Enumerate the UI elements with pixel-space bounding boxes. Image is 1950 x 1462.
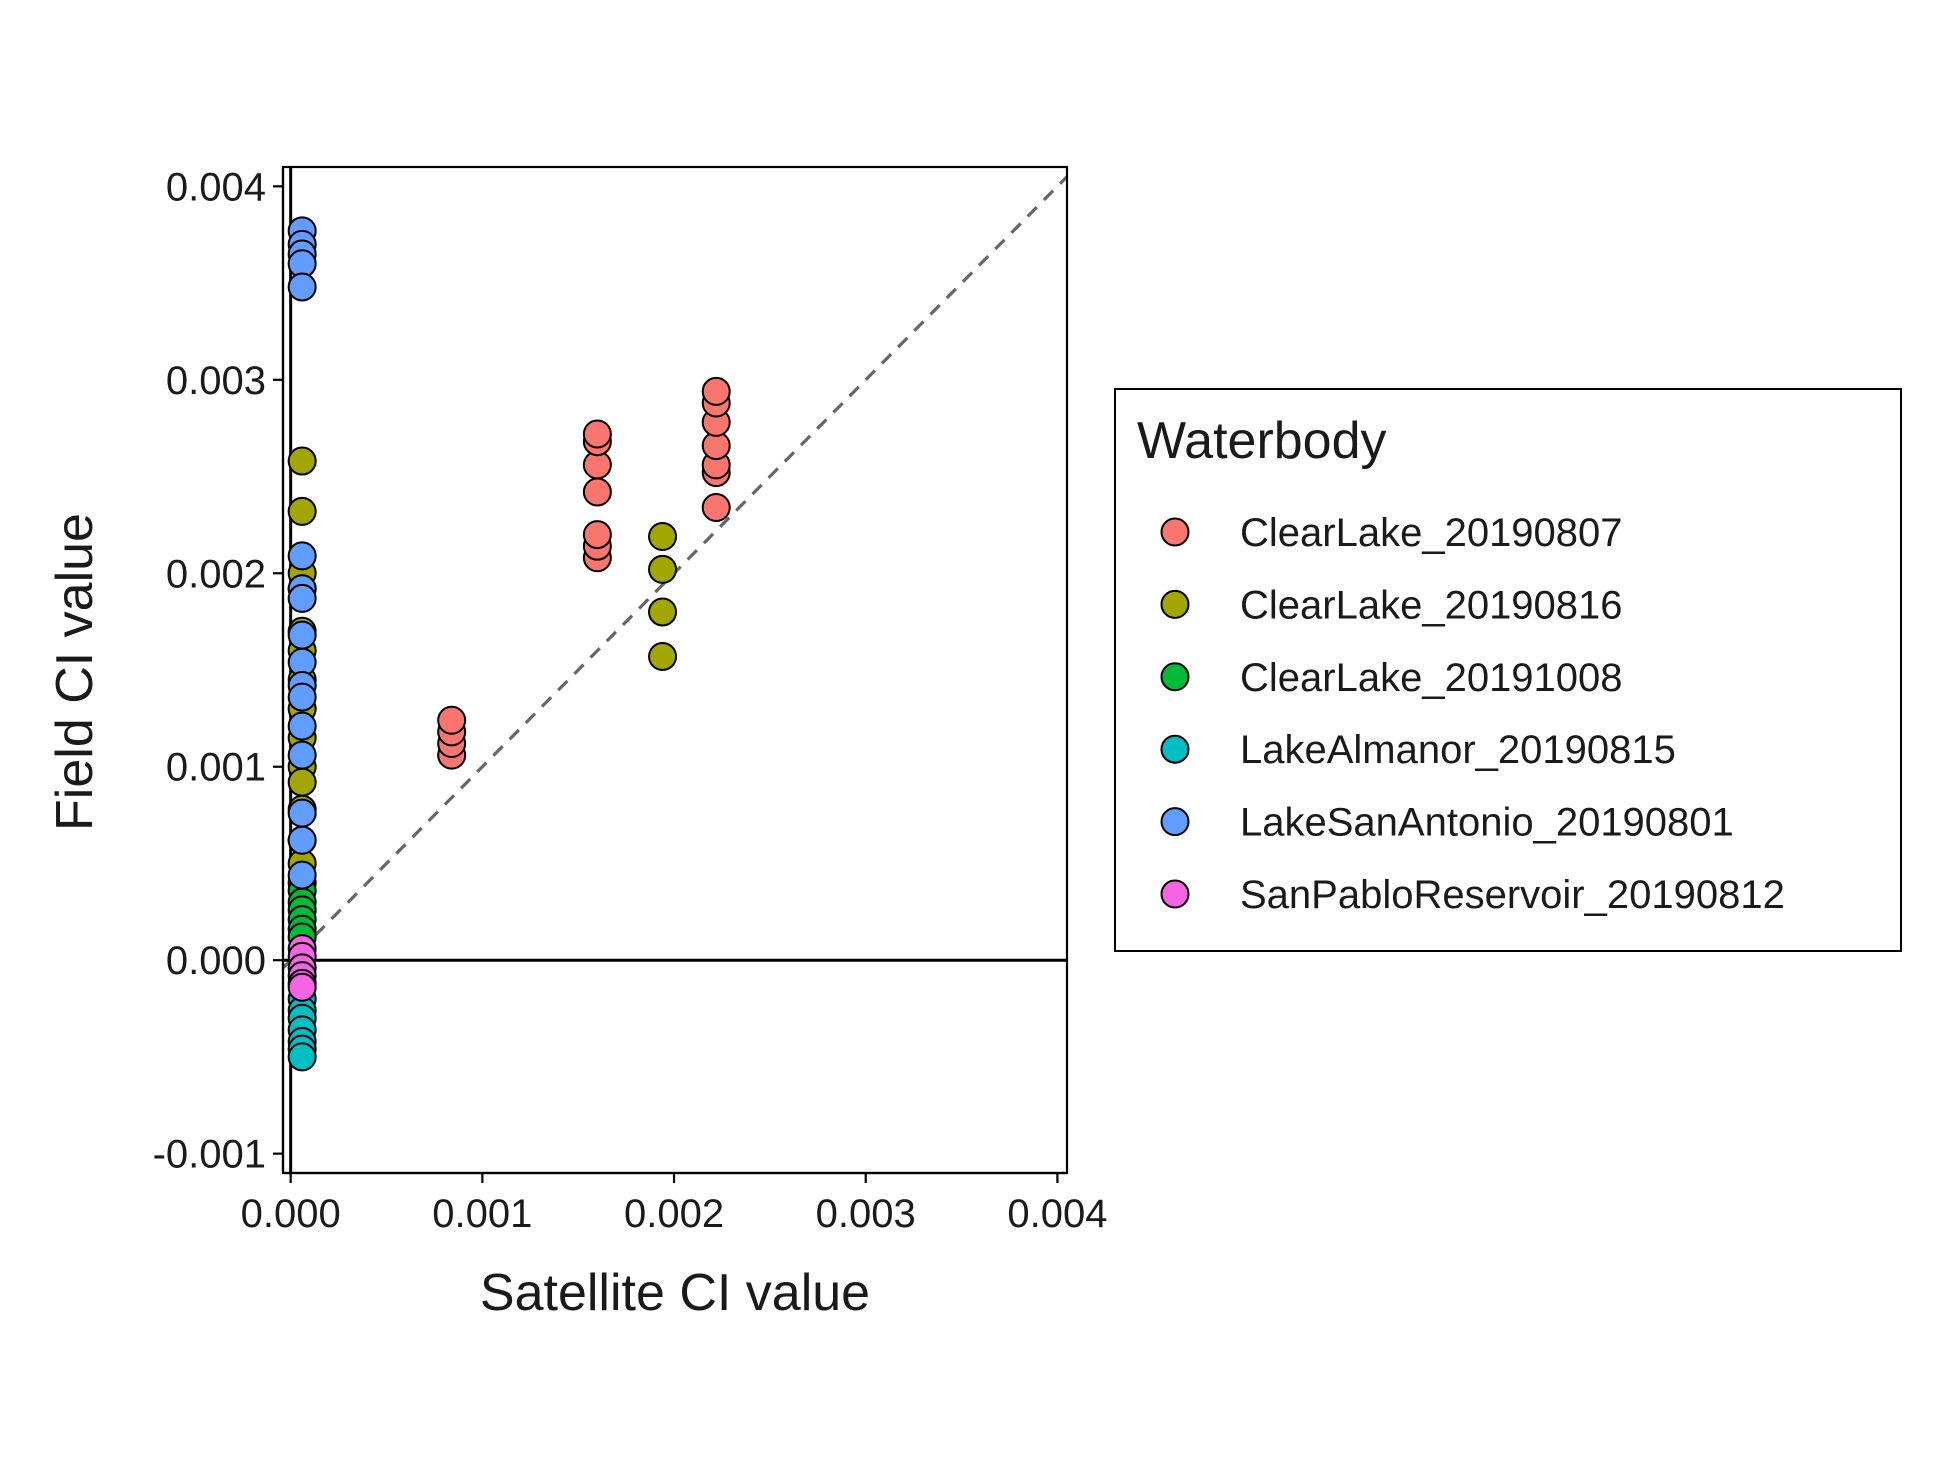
x-tick-label: 0.002 bbox=[624, 1192, 724, 1236]
legend: Waterbody ClearLake_20190807ClearLake_20… bbox=[1114, 388, 1902, 952]
legend-label: ClearLake_20191008 bbox=[1240, 656, 1623, 700]
legend-item: LakeSanAntonio_20190801 bbox=[1160, 801, 1734, 845]
y-axis-title: Field CI value bbox=[46, 513, 104, 831]
y-tick-label: 0.002 bbox=[166, 552, 266, 596]
legend-key bbox=[1160, 879, 1190, 909]
series-LakeSanAntonio_20190801 bbox=[287, 216, 317, 890]
y-tick-label: -0.001 bbox=[153, 1133, 266, 1177]
data-point bbox=[701, 376, 731, 406]
legend-item: ClearLake_20190816 bbox=[1160, 583, 1623, 627]
x-tick-label: 0.001 bbox=[432, 1192, 532, 1236]
data-point bbox=[287, 767, 317, 797]
legend-label: ClearLake_20190807 bbox=[1240, 511, 1623, 555]
legend-item: ClearLake_20190807 bbox=[1160, 511, 1623, 555]
data-point bbox=[287, 711, 317, 741]
data-point bbox=[701, 492, 731, 522]
legend-title: Waterbody bbox=[1137, 412, 1387, 470]
data-points bbox=[287, 216, 731, 1072]
data-point bbox=[582, 520, 612, 550]
data-point bbox=[287, 860, 317, 890]
legend-label: LakeSanAntonio_20190801 bbox=[1240, 801, 1734, 845]
x-tick-label: 0.003 bbox=[816, 1192, 916, 1236]
data-point bbox=[287, 798, 317, 828]
data-point bbox=[287, 496, 317, 526]
legend-label: ClearLake_20190816 bbox=[1240, 583, 1623, 627]
x-axis: 0.000 0.001 0.002 0.003 0.004 bbox=[241, 1171, 1107, 1236]
data-point bbox=[287, 740, 317, 770]
y-axis: -0.001 0.000 0.001 0.002 0.003 0.004 bbox=[153, 165, 285, 1177]
x-tick-label: 0.000 bbox=[241, 1192, 341, 1236]
data-point bbox=[287, 541, 317, 571]
legend-key bbox=[1160, 807, 1190, 837]
legend-item: SanPabloReservoir_20190812 bbox=[1160, 873, 1785, 917]
data-point bbox=[648, 597, 678, 627]
data-point bbox=[287, 825, 317, 855]
data-point bbox=[437, 705, 467, 735]
y-tick-label: 0.001 bbox=[166, 746, 266, 790]
legend-key bbox=[1160, 517, 1190, 547]
data-point bbox=[287, 682, 317, 712]
data-point bbox=[582, 419, 612, 449]
legend-label: SanPabloReservoir_20190812 bbox=[1240, 873, 1785, 917]
data-point bbox=[287, 583, 317, 613]
data-point bbox=[287, 620, 317, 650]
data-point bbox=[648, 641, 678, 671]
data-point bbox=[287, 1042, 317, 1072]
legend-label: LakeAlmanor_20190815 bbox=[1240, 728, 1676, 772]
legend-items: ClearLake_20190807 ClearLake_20190816 Clea… bbox=[1160, 511, 1785, 917]
plot-background bbox=[283, 167, 1067, 1173]
data-point bbox=[287, 972, 317, 1002]
legend-key bbox=[1160, 734, 1190, 764]
data-point bbox=[287, 446, 317, 476]
legend-item: LakeAlmanor_20190815 bbox=[1160, 728, 1676, 772]
legend-key bbox=[1160, 662, 1190, 692]
x-tick-label: 0.004 bbox=[1007, 1192, 1107, 1236]
data-point bbox=[648, 522, 678, 552]
y-tick-label: 0.003 bbox=[166, 359, 266, 403]
data-point bbox=[582, 477, 612, 507]
x-axis-title: Satellite CI value bbox=[480, 1264, 870, 1322]
data-point bbox=[287, 272, 317, 302]
series-ClearLake_20190807 bbox=[437, 376, 731, 770]
data-point bbox=[648, 554, 678, 584]
legend-item: ClearLake_20191008 bbox=[1160, 656, 1623, 700]
series-SanPabloReservoir_20190812 bbox=[287, 934, 317, 1002]
y-tick-label: 0.004 bbox=[166, 165, 266, 209]
y-tick-label: 0.000 bbox=[166, 939, 266, 983]
legend-key bbox=[1160, 589, 1190, 619]
legend-box bbox=[1114, 388, 1902, 952]
